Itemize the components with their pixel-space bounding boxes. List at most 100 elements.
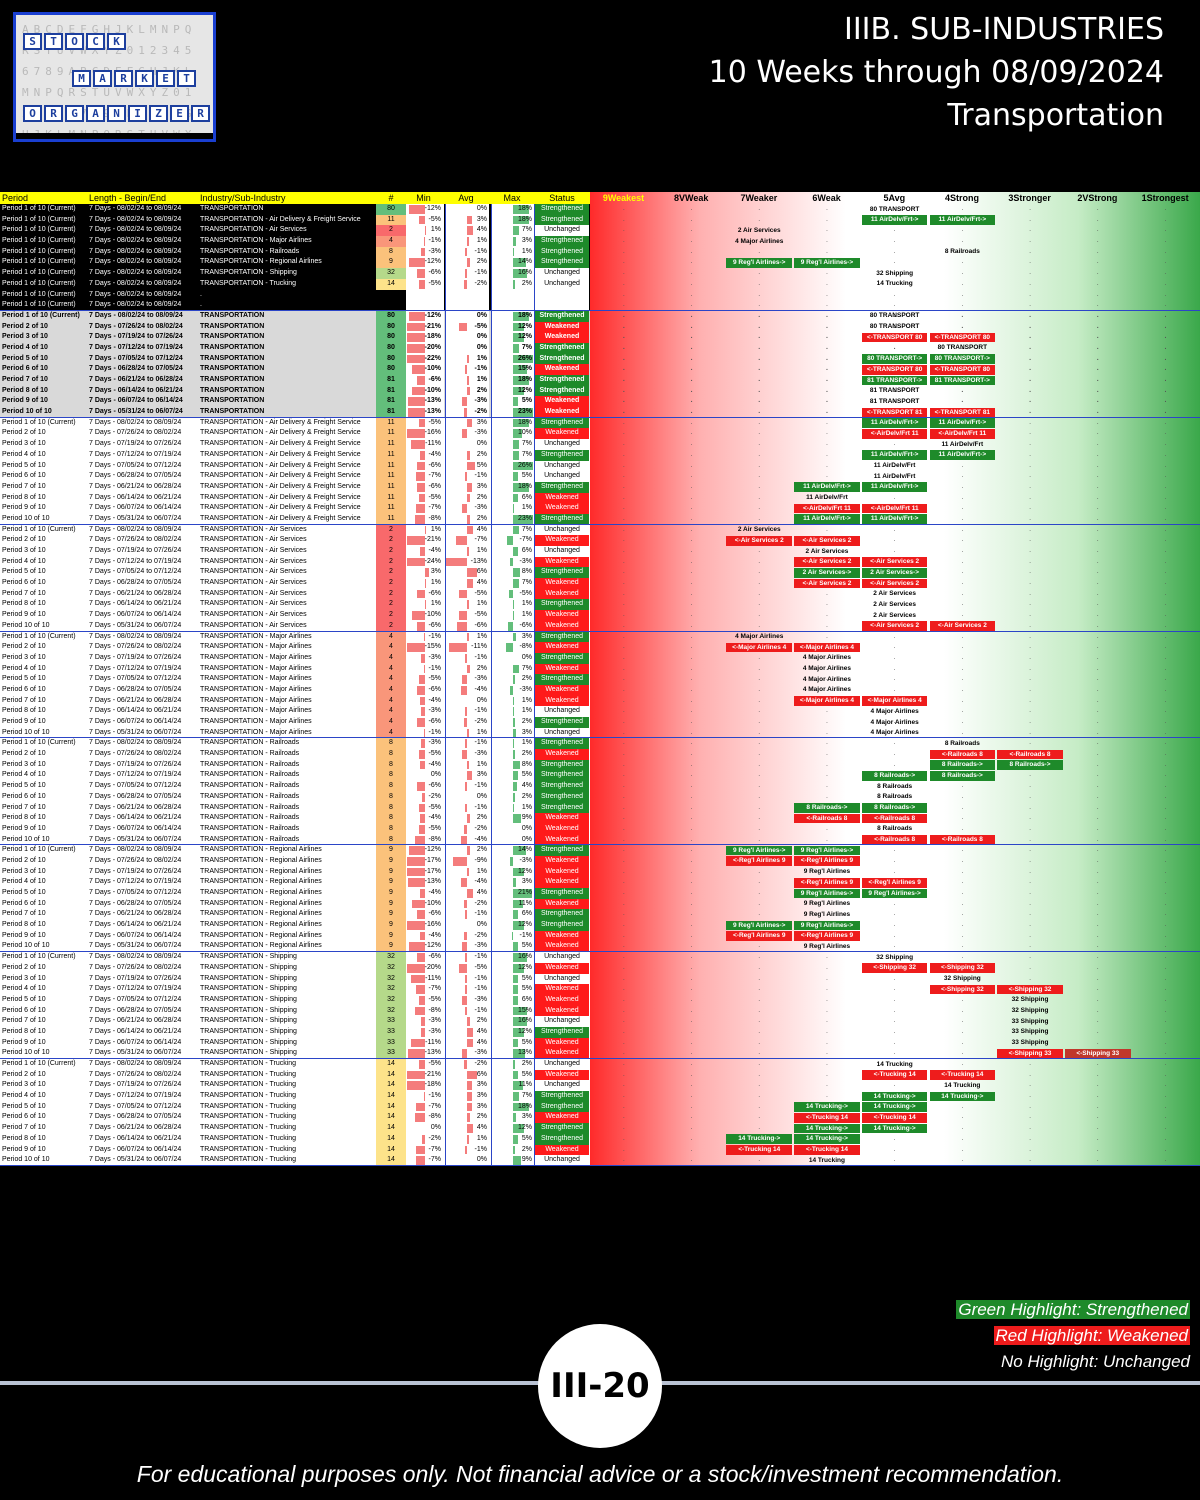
bucket-dot: . — [1029, 301, 1032, 309]
bucket-dot: . — [622, 322, 625, 330]
bucket-dot: . — [622, 1070, 625, 1078]
value-bar — [513, 696, 514, 706]
bucket-dot: . — [1096, 237, 1099, 245]
column-rule — [534, 321, 535, 333]
value-bar — [513, 889, 532, 898]
bucket-tag: 80 TRANSPORT-> — [929, 354, 996, 364]
bucket-dot: . — [1096, 664, 1099, 672]
cell-max-text: 14% — [517, 846, 532, 854]
cell-period: Period 8 of 10 — [2, 1027, 46, 1035]
bucket-dot: . — [758, 910, 761, 918]
column-rule — [445, 214, 446, 226]
bucket-tag: 11 AirDelv/Frt-> — [929, 418, 996, 428]
cell-min-text: -10% — [424, 386, 441, 394]
column-rule — [445, 877, 446, 888]
cell-max — [492, 652, 534, 664]
cell-length: 7 Days - 06/21/24 to 06/28/24 — [89, 1017, 182, 1025]
value-bar — [414, 835, 425, 845]
bucket-dot: . — [1029, 1156, 1032, 1164]
value-bar — [414, 1113, 425, 1123]
column-rule — [491, 759, 492, 771]
bucket-dot: . — [1096, 600, 1099, 608]
cell-industry: TRANSPORTATION - Railroads — [200, 739, 300, 747]
cell-max-text: 7% — [521, 226, 532, 234]
cell-max — [492, 823, 534, 835]
cell-avg-text: -4% — [474, 835, 487, 843]
value-bar — [513, 782, 517, 791]
cell-min-text: -6% — [428, 376, 441, 383]
cell-min-text: -3% — [428, 653, 441, 661]
column-rule — [491, 877, 492, 888]
bucket-dot: . — [961, 611, 964, 619]
bucket-dot: . — [1096, 782, 1099, 790]
cell-length: 7 Days - 06/07/24 to 06/14/24 — [89, 718, 182, 725]
bucket-dot: . — [1029, 664, 1032, 672]
bucket-dot: . — [825, 910, 828, 918]
bucket-dot: . — [1029, 589, 1032, 597]
column-rule — [445, 204, 446, 215]
column-rule — [491, 1069, 492, 1081]
bucket-dot: . — [758, 835, 761, 843]
column-rule — [534, 973, 535, 985]
value-bar — [513, 311, 530, 321]
cell-min — [406, 385, 444, 397]
column-rule — [534, 1048, 535, 1058]
bucket-dot: . — [622, 824, 625, 832]
bucket-dot: . — [1096, 258, 1099, 266]
cell-avg-text: 2% — [476, 1017, 487, 1025]
bucket-dot: . — [1096, 921, 1099, 929]
bucket-dot: . — [690, 1113, 693, 1121]
cell-min-text: -8% — [428, 1006, 441, 1014]
bucket-dot: . — [1029, 856, 1032, 864]
cell-max-text: 3% — [521, 237, 532, 245]
column-rule — [445, 1016, 446, 1027]
bucket-dot: . — [1029, 685, 1032, 693]
bucket-tag: <-Reg'l Airlines 9 — [861, 877, 928, 888]
column-rule — [534, 364, 535, 375]
value-bar — [465, 803, 467, 813]
cell-max-text: 1% — [521, 803, 532, 811]
cell-min-text: -8% — [428, 835, 441, 843]
value-bar — [513, 878, 516, 887]
table-row: Period 5 of 10 7 Days - 07/05/24 to 07/12… — [0, 353, 1200, 365]
cell-status: Strengthened — [535, 759, 589, 771]
bucket-dot: . — [1164, 333, 1167, 341]
bucket-dot: . — [893, 397, 896, 405]
cell-min-text: -3% — [428, 739, 441, 747]
bucket-gradient — [590, 674, 1200, 685]
bucket-dot: . — [1096, 365, 1099, 373]
bucket-gradient — [590, 204, 1200, 215]
cell-max-text: -6% — [519, 621, 532, 629]
cell-max-text: 7% — [521, 579, 532, 587]
cell-industry: TRANSPORTATION - Railroads — [200, 247, 300, 255]
bucket-dot: . — [758, 269, 761, 277]
bucket-dot: . — [961, 696, 964, 704]
cell-industry: TRANSPORTATION - Air Services — [200, 589, 307, 597]
column-rule — [445, 1123, 446, 1134]
column-rule — [491, 214, 492, 226]
bucket-dot: . — [1164, 482, 1167, 490]
column-rule — [491, 652, 492, 664]
cell-industry: TRANSPORTATION - Major Airlines — [200, 664, 312, 672]
cell-length: 7 Days - 07/05/24 to 07/12/24 — [89, 995, 182, 1003]
cell-min — [406, 888, 444, 899]
column-rule — [534, 396, 535, 408]
bucket-dot: . — [961, 632, 964, 640]
bucket-dot: . — [1096, 846, 1099, 854]
column-rule — [491, 300, 492, 310]
bucket-dot: . — [622, 589, 625, 597]
value-bar — [425, 568, 429, 578]
bucket-dot: . — [825, 718, 828, 725]
column-rule — [491, 278, 492, 290]
cell-count: 81 — [376, 396, 406, 408]
cell-min — [406, 770, 444, 782]
bucket-dot: . — [1164, 226, 1167, 234]
bucket-tag: <-AirDelv/Frt 11 — [929, 428, 996, 439]
cell-status: Weakened — [535, 962, 589, 974]
column-rule — [445, 1026, 446, 1038]
bucket-header: 8VWeak — [674, 193, 709, 203]
bucket-dot: . — [961, 953, 964, 961]
bucket-dot: . — [961, 568, 964, 576]
cell-length: 7 Days - 07/26/24 to 08/02/24 — [89, 643, 182, 651]
bucket-dot: . — [622, 258, 625, 266]
